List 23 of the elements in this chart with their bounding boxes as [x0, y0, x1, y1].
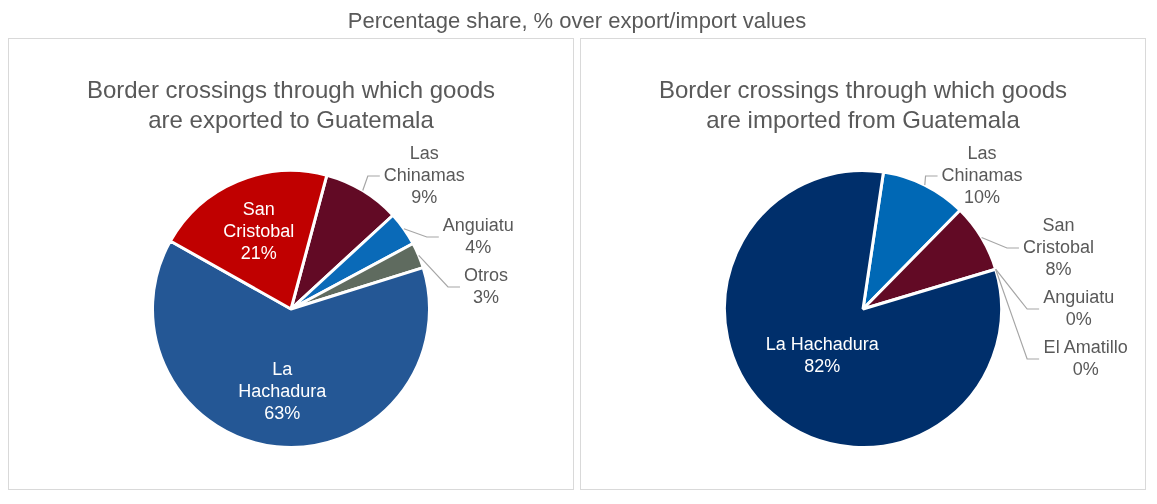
data-label: 21% — [240, 243, 277, 264]
text: 0% — [1065, 308, 1092, 329]
text: Percentage share, % over export/import values — [346, 8, 808, 35]
text: 0% — [1072, 358, 1099, 379]
data-label: 10% — [964, 186, 1001, 207]
slice-label: Anguiatu — [442, 214, 514, 235]
data-label: 3% — [472, 286, 499, 307]
data-label: 4% — [465, 236, 492, 257]
slice-label: San Cristobal — [223, 199, 295, 242]
slice-label: La Hachadura — [238, 358, 328, 401]
legend-label: Anguiatu — [1043, 286, 1115, 307]
slice-label: Las Chinamas — [383, 142, 465, 185]
chart-title: Border crossings through which goods are exported to Guatemala — [85, 75, 497, 135]
slice-label: San Cristobal — [1022, 214, 1094, 257]
data-label: 63% — [264, 402, 301, 423]
category-label: El Amatillo — [1043, 336, 1128, 357]
chart-title: Border crossings through which goods are imported from Guatemala — [657, 75, 1069, 135]
slice-label: Las Chinamas — [941, 142, 1023, 185]
slice-label: Otros — [463, 264, 508, 285]
data-label: 82% — [804, 356, 841, 377]
data-label: 9% — [411, 186, 438, 207]
data-label: 8% — [1045, 258, 1072, 279]
slice-label: La Hachadura — [765, 334, 880, 355]
